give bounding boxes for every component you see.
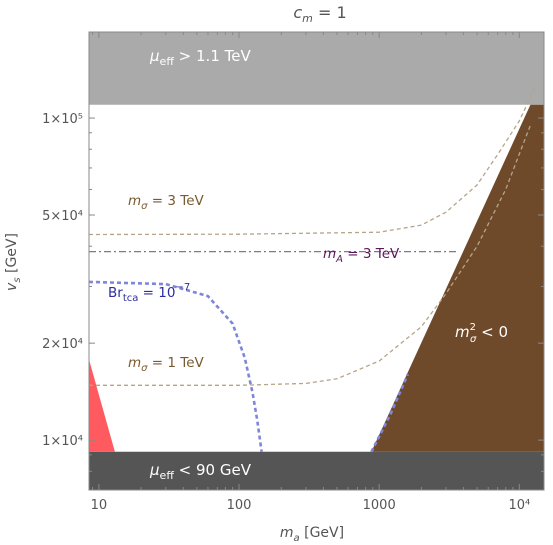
chart-title: cm = 1 bbox=[293, 3, 346, 25]
label-mA-3tev: mA = 3 TeV bbox=[323, 246, 400, 265]
plot-frame bbox=[88, 31, 545, 491]
region-red-excluded bbox=[89, 359, 115, 452]
label-msigma-1tev: mσ = 1 TeV bbox=[128, 355, 205, 374]
y-tick-label: 1×10⁴ bbox=[42, 434, 83, 449]
series-line-4 bbox=[370, 373, 409, 453]
series-line-3 bbox=[89, 280, 263, 452]
label-mu-low: μeff < 90 GeV bbox=[149, 461, 252, 482]
label-msigma-3tev: mσ = 3 TeV bbox=[128, 193, 205, 212]
region-mu-high bbox=[89, 32, 544, 105]
y-tick-label: 1×10⁵ bbox=[42, 112, 83, 127]
label-mu-high: μeff > 1.1 TeV bbox=[149, 47, 251, 68]
x-tick-label: 10 bbox=[91, 498, 108, 513]
label-br-tca: Brtca = 10−7 bbox=[108, 282, 190, 304]
region-mu-low bbox=[89, 451, 544, 490]
y-axis-title: vs [GeV] bbox=[4, 233, 23, 291]
label-msigma-neg: m2 σ < 0 bbox=[455, 322, 508, 345]
x-tick-label: 100 bbox=[227, 498, 252, 513]
region-msigma-neg bbox=[371, 104, 544, 452]
x-axis-title: ma [GeV] bbox=[280, 525, 344, 544]
y-tick-label: 2×10⁴ bbox=[42, 337, 83, 352]
x-tick-label: 10⁴ bbox=[508, 498, 530, 513]
series-line-1 bbox=[89, 124, 532, 386]
x-tick-label: 1000 bbox=[363, 498, 396, 513]
series-line-0 bbox=[89, 86, 536, 236]
y-tick-label: 5×10⁴ bbox=[42, 209, 83, 224]
